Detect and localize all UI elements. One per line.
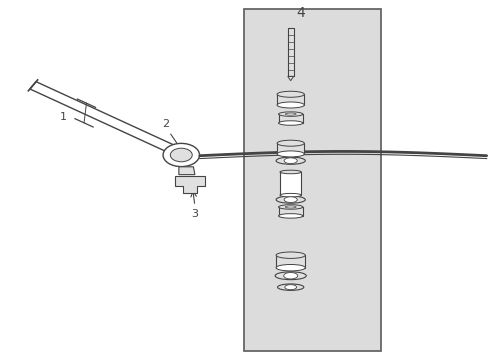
Ellipse shape: [283, 273, 297, 279]
Bar: [287, 28, 293, 76]
Text: 4: 4: [295, 6, 304, 20]
Ellipse shape: [280, 193, 301, 197]
Polygon shape: [179, 167, 195, 175]
Ellipse shape: [277, 140, 304, 146]
Polygon shape: [175, 176, 204, 193]
Bar: [277, 143, 304, 154]
Ellipse shape: [276, 252, 305, 258]
Text: 3: 3: [191, 209, 198, 219]
Ellipse shape: [276, 157, 305, 164]
Text: 1: 1: [60, 112, 67, 122]
Ellipse shape: [277, 151, 304, 157]
Ellipse shape: [284, 197, 297, 203]
Bar: [278, 207, 302, 216]
Ellipse shape: [278, 112, 302, 116]
Bar: [278, 114, 302, 123]
Bar: [277, 94, 304, 105]
Ellipse shape: [170, 148, 192, 162]
Ellipse shape: [285, 113, 296, 115]
Ellipse shape: [163, 143, 199, 167]
Ellipse shape: [275, 272, 305, 280]
Bar: [280, 172, 301, 195]
Text: 2: 2: [162, 119, 169, 129]
Polygon shape: [287, 76, 293, 81]
Ellipse shape: [280, 170, 301, 174]
Ellipse shape: [284, 285, 296, 290]
Ellipse shape: [278, 121, 302, 125]
Ellipse shape: [276, 196, 305, 203]
Bar: [244, 9, 380, 351]
Ellipse shape: [285, 206, 296, 208]
Ellipse shape: [276, 265, 305, 271]
Ellipse shape: [278, 205, 302, 209]
Bar: [276, 255, 305, 268]
Ellipse shape: [284, 158, 297, 163]
Polygon shape: [30, 82, 191, 161]
Ellipse shape: [277, 284, 303, 291]
Ellipse shape: [278, 214, 302, 218]
Ellipse shape: [277, 102, 304, 108]
Ellipse shape: [277, 91, 304, 97]
